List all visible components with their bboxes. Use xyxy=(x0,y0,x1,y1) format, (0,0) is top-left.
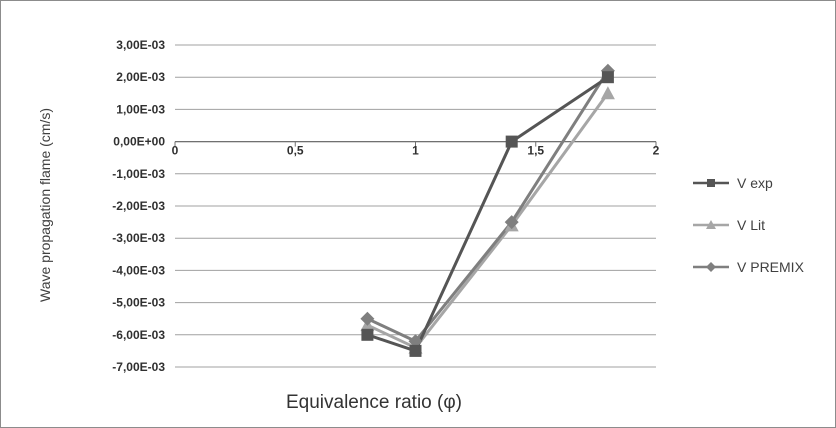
series-line-v-premix xyxy=(366,69,610,343)
y-tick-label: 3,00E-03 xyxy=(116,38,165,52)
y-tick-label: -2,00E-03 xyxy=(112,199,165,213)
y-tick-label: -6,00E-03 xyxy=(112,328,165,342)
x-axis: 0 0,5 1 1,5 2 xyxy=(172,141,660,158)
data-point xyxy=(409,344,422,357)
x-tick-label: 0,5 xyxy=(287,144,304,158)
legend-label: V Lit xyxy=(737,217,765,233)
data-point xyxy=(408,334,423,349)
y-tick-label: -1,00E-03 xyxy=(112,167,165,181)
data-point xyxy=(601,71,614,84)
x-tick-label: 1 xyxy=(412,144,419,158)
x-tick-label: 0 xyxy=(172,144,179,158)
data-point xyxy=(706,220,716,229)
y-tick-label: -7,00E-03 xyxy=(112,360,165,374)
x-axis-label: Equivalence ratio (φ) xyxy=(286,392,462,413)
data-point xyxy=(361,328,374,341)
data-point xyxy=(504,215,519,230)
y-tick-label: -3,00E-03 xyxy=(112,231,165,245)
legend-label: V PREMIX xyxy=(737,259,805,275)
x-tick-label: 1,5 xyxy=(527,144,544,158)
y-tick-label: -4,00E-03 xyxy=(112,263,165,277)
y-tick-label: 1,00E-03 xyxy=(116,102,165,116)
y-tick-label: 0,00E+00 xyxy=(113,135,165,149)
legend-label: V exp xyxy=(737,175,773,191)
data-point xyxy=(707,179,715,187)
y-tick-label: 2,00E-03 xyxy=(116,70,165,84)
legend: V exp V Lit V PREMIX xyxy=(693,175,805,275)
y-axis-tick-labels: 3,00E-03 2,00E-03 1,00E-03 0,00E+00 -1,00E-0… xyxy=(112,38,165,374)
y-axis-label: Wave propagation flame (cm/s) xyxy=(37,108,53,302)
plot-area: 3,00E-03 2,00E-03 1,00E-03 0,00E+00 -1,00E-0… xyxy=(112,38,659,374)
data-point xyxy=(600,86,615,100)
data-point xyxy=(360,311,375,326)
series-line-v-lit xyxy=(366,92,610,350)
series-line-v-exp xyxy=(366,75,609,353)
series-lines xyxy=(366,69,610,353)
series-markers xyxy=(360,63,615,357)
x-tick-label: 2 xyxy=(653,144,660,158)
y-tick-label: -5,00E-03 xyxy=(112,296,165,310)
data-point xyxy=(505,135,518,148)
data-point xyxy=(706,262,716,272)
